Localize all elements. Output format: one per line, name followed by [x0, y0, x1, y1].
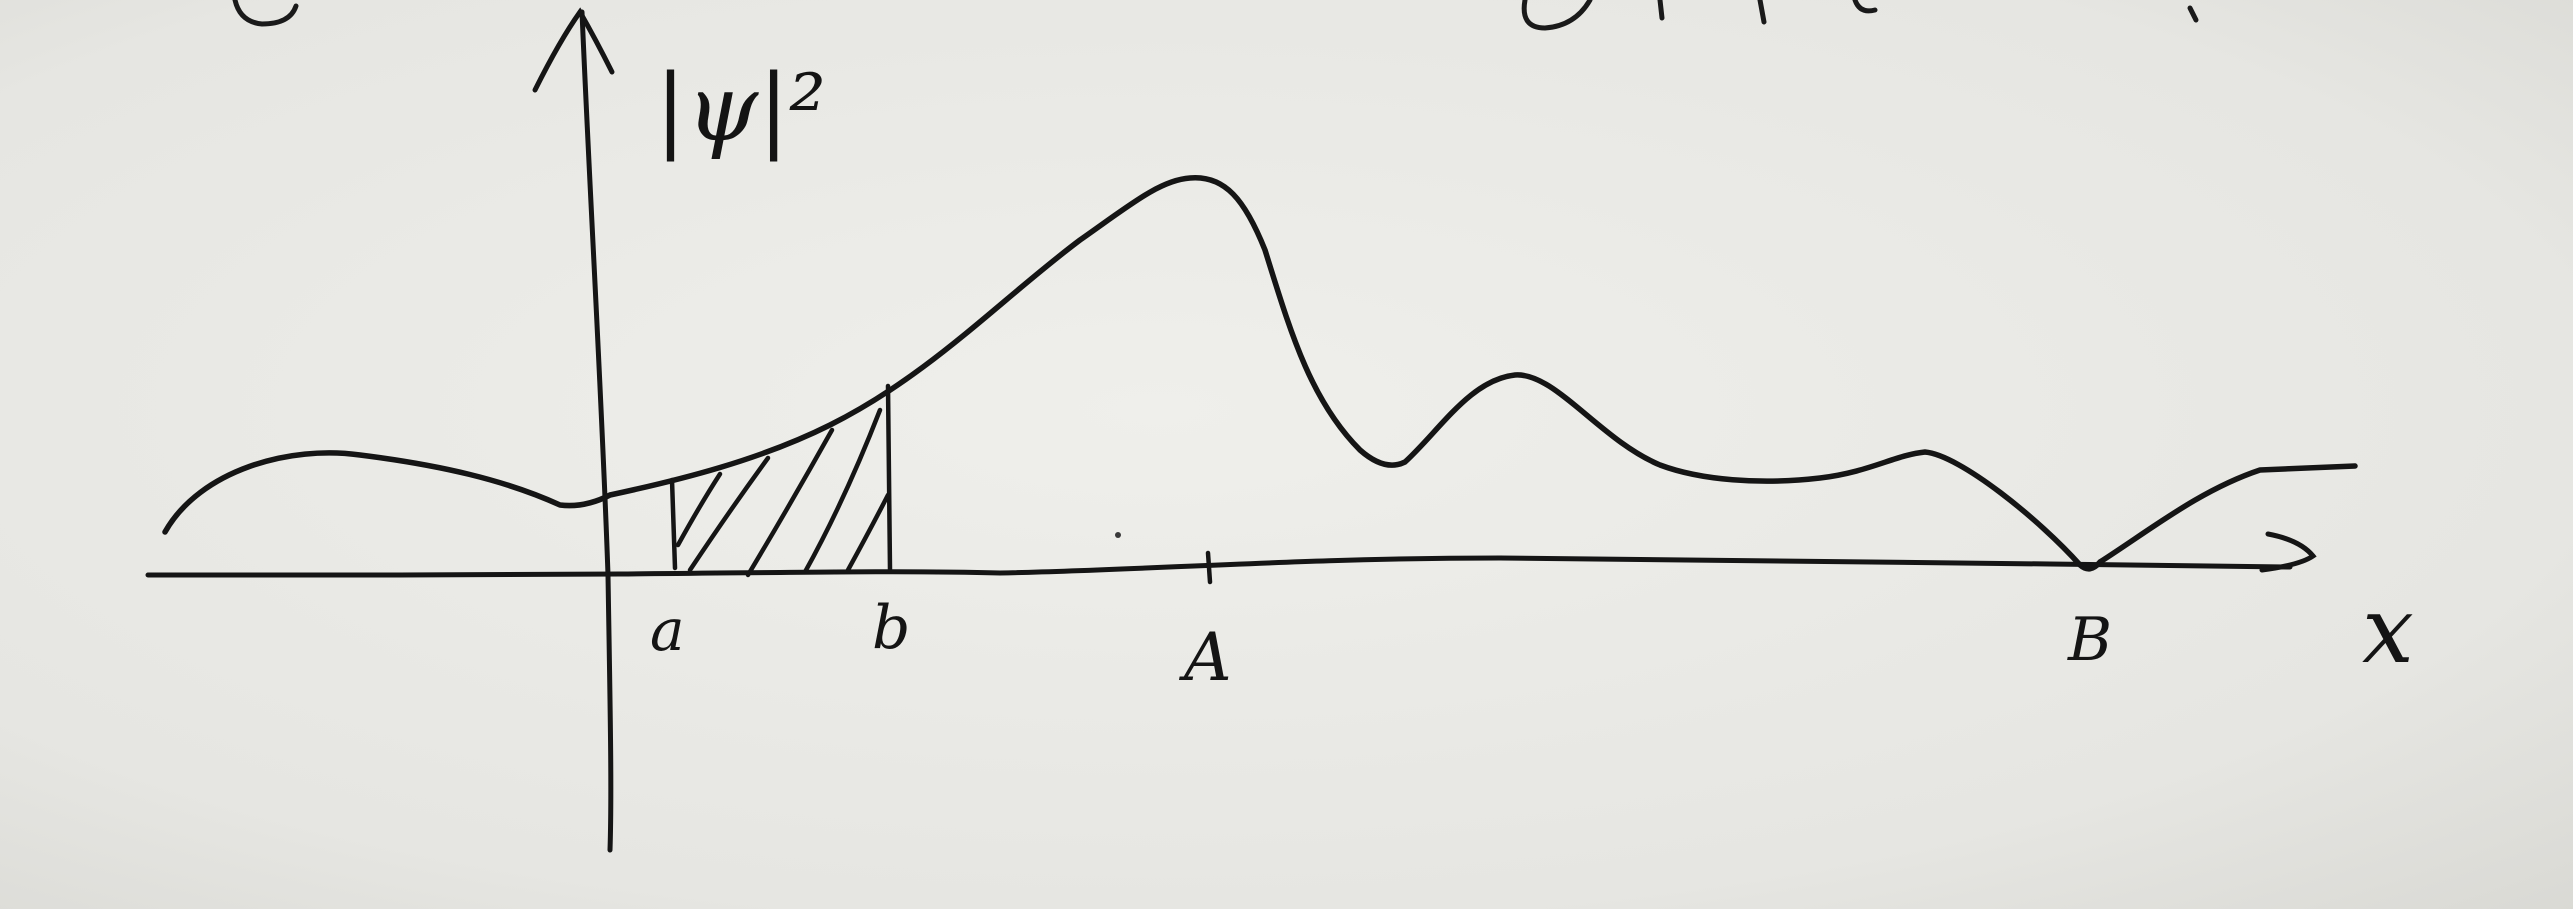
tick-label-b: b — [872, 593, 910, 663]
x-axis-arrowhead — [2259, 531, 2317, 573]
shaded-region — [669, 383, 893, 578]
curve-label: |ψ|² — [655, 55, 826, 162]
paper-speck — [1115, 532, 1121, 538]
tick-label-a: a — [650, 596, 685, 664]
y-axis-arrowhead — [532, 7, 615, 93]
tick-label-B: B — [2067, 605, 2112, 675]
x-axis — [145, 531, 2317, 578]
tick-mark-A — [1205, 550, 1213, 585]
cropped-text-fragments — [232, 0, 2199, 31]
tick-label-A: A — [1178, 619, 1232, 696]
x-axis-label: x — [2362, 577, 2414, 684]
probability-density-curve — [162, 175, 2358, 572]
y-axis — [532, 7, 615, 853]
